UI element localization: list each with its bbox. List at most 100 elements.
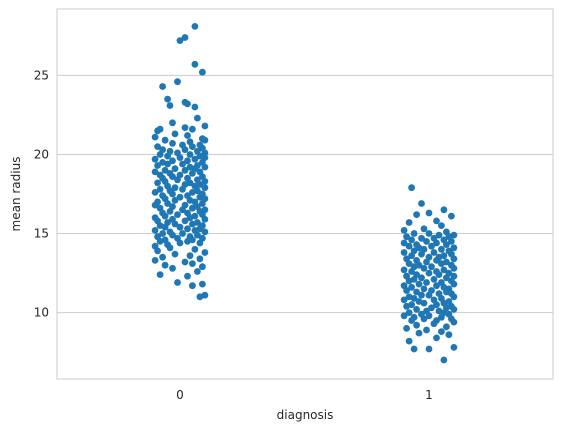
data-point bbox=[159, 83, 167, 90]
data-point bbox=[189, 143, 196, 151]
data-point bbox=[408, 184, 415, 192]
data-point bbox=[154, 247, 162, 255]
data-point bbox=[410, 230, 418, 237]
data-point bbox=[403, 302, 410, 310]
data-point bbox=[199, 280, 206, 288]
data-point bbox=[166, 208, 174, 215]
data-point bbox=[420, 315, 428, 323]
plot-background bbox=[57, 9, 553, 379]
data-point bbox=[189, 204, 196, 212]
y-tick-label: 25 bbox=[34, 68, 49, 82]
data-point bbox=[438, 245, 445, 253]
data-point bbox=[410, 295, 418, 302]
data-point bbox=[418, 274, 425, 282]
data-point bbox=[201, 178, 209, 185]
data-point bbox=[186, 151, 194, 158]
data-point bbox=[179, 206, 186, 214]
data-point bbox=[430, 249, 438, 256]
y-tick-label: 20 bbox=[34, 147, 49, 161]
data-point bbox=[415, 280, 423, 288]
data-point bbox=[201, 228, 209, 236]
data-point bbox=[151, 133, 159, 141]
data-point bbox=[154, 127, 162, 135]
data-point bbox=[408, 268, 415, 275]
data-point bbox=[176, 154, 184, 162]
data-point bbox=[151, 155, 159, 163]
data-point bbox=[184, 157, 191, 165]
data-point bbox=[199, 263, 206, 271]
data-point bbox=[169, 231, 176, 239]
data-point bbox=[418, 234, 425, 242]
data-point bbox=[164, 200, 172, 207]
data-point bbox=[403, 287, 410, 294]
data-point bbox=[201, 122, 209, 130]
data-point bbox=[435, 271, 443, 278]
plot-frame bbox=[56, 8, 554, 380]
data-point bbox=[169, 264, 176, 272]
data-point bbox=[408, 236, 415, 244]
data-point bbox=[400, 312, 408, 320]
data-point bbox=[438, 313, 445, 321]
data-point bbox=[443, 323, 450, 331]
data-point bbox=[425, 291, 433, 299]
data-point bbox=[194, 231, 201, 239]
data-point bbox=[448, 238, 455, 245]
data-point bbox=[186, 252, 194, 260]
data-point bbox=[433, 217, 440, 225]
data-point bbox=[184, 132, 191, 139]
data-point bbox=[440, 266, 448, 274]
data-point bbox=[189, 220, 196, 228]
data-point bbox=[423, 279, 430, 286]
data-point bbox=[435, 231, 443, 239]
data-point bbox=[169, 119, 176, 127]
data-point bbox=[420, 225, 428, 233]
data-point bbox=[171, 196, 179, 204]
data-point bbox=[151, 257, 159, 264]
data-point bbox=[440, 356, 448, 364]
data-point bbox=[201, 163, 209, 171]
data-point bbox=[450, 264, 458, 272]
data-point bbox=[425, 209, 433, 217]
data-point bbox=[408, 283, 415, 291]
data-point bbox=[428, 304, 435, 312]
data-points bbox=[151, 23, 458, 364]
data-point bbox=[450, 280, 458, 288]
data-point bbox=[174, 211, 181, 219]
data-point bbox=[201, 184, 209, 192]
data-point bbox=[151, 201, 159, 209]
y-tick-label: 10 bbox=[34, 306, 49, 320]
data-point bbox=[405, 277, 413, 285]
data-point bbox=[189, 260, 196, 267]
data-point bbox=[169, 173, 176, 181]
data-point bbox=[433, 239, 440, 247]
data-point bbox=[154, 162, 162, 169]
data-point bbox=[161, 136, 169, 144]
data-point bbox=[191, 23, 199, 30]
data-point bbox=[156, 271, 164, 278]
data-point bbox=[161, 261, 169, 269]
data-point bbox=[418, 200, 425, 207]
data-point bbox=[201, 249, 209, 256]
data-point bbox=[425, 345, 433, 353]
data-point bbox=[413, 321, 420, 329]
data-point bbox=[199, 68, 206, 76]
data-point bbox=[176, 239, 184, 247]
data-point bbox=[169, 190, 176, 198]
data-point bbox=[189, 282, 196, 290]
data-point bbox=[428, 263, 435, 271]
data-point bbox=[159, 230, 167, 237]
data-point bbox=[151, 189, 159, 196]
data-point bbox=[154, 143, 162, 151]
data-point bbox=[156, 238, 164, 245]
data-point bbox=[450, 244, 458, 252]
data-point bbox=[194, 268, 201, 275]
data-point bbox=[415, 329, 423, 337]
data-point bbox=[161, 212, 169, 220]
data-point bbox=[194, 114, 201, 122]
data-point bbox=[181, 124, 189, 131]
data-point bbox=[184, 225, 191, 233]
data-point bbox=[199, 200, 206, 207]
data-point bbox=[450, 306, 458, 313]
data-point bbox=[201, 149, 209, 157]
data-point bbox=[443, 241, 450, 249]
